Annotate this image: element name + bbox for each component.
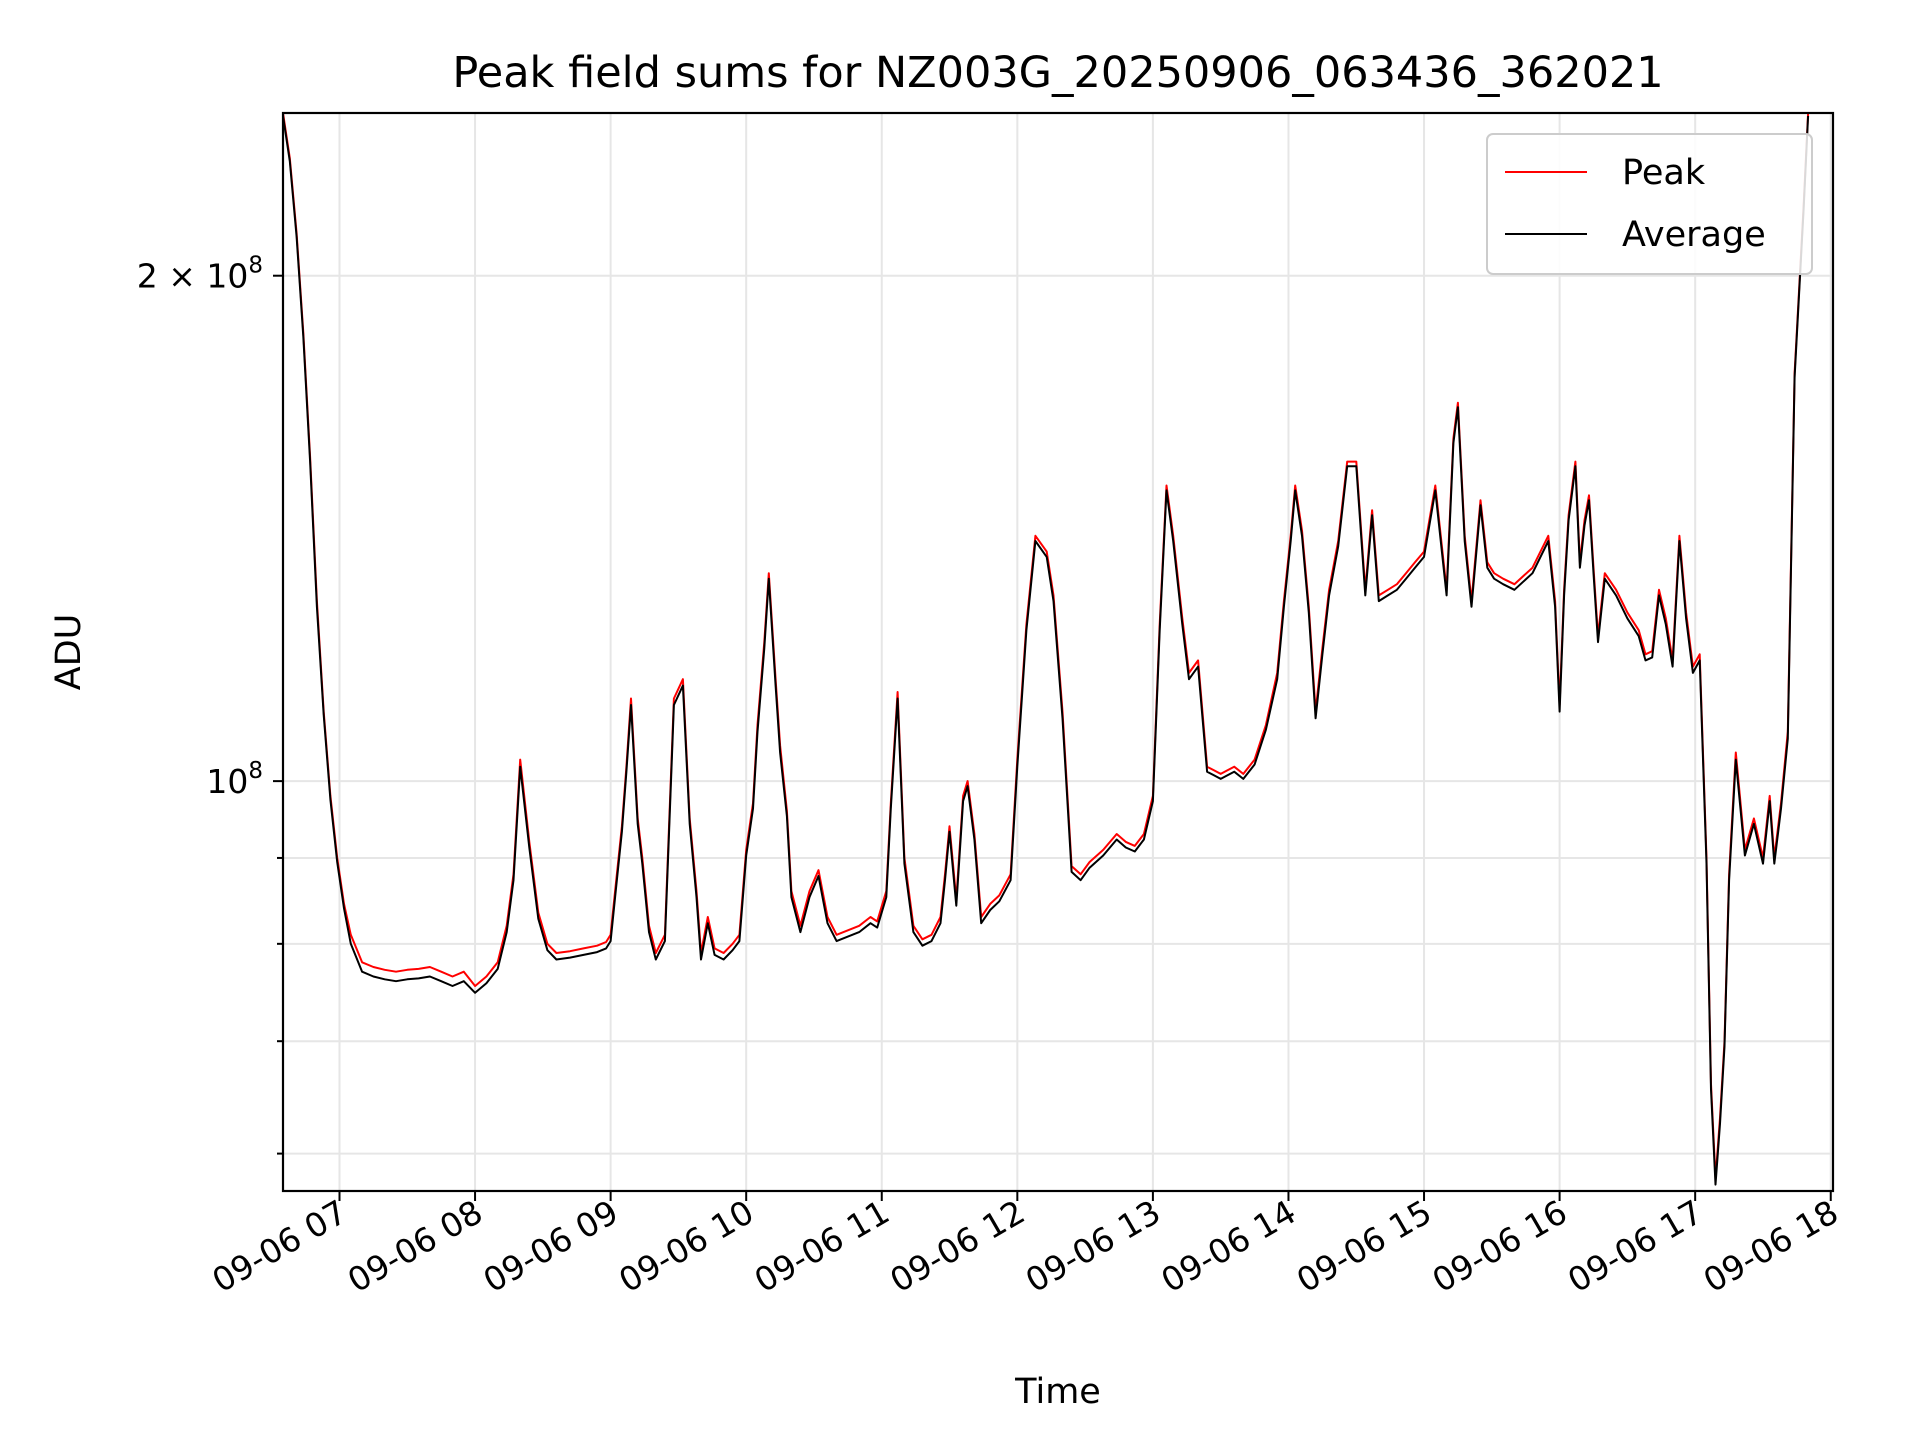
legend-label-peak: Peak — [1622, 153, 1706, 193]
x-tick-label: 09-06 15 — [1290, 1192, 1438, 1300]
grid-layer — [283, 113, 1833, 1191]
x-tick-label: 09-06 13 — [1019, 1192, 1167, 1300]
x-tick-label: 09-06 14 — [1154, 1192, 1302, 1300]
plot-frame — [281, 111, 1835, 1193]
x-tick-label: 09-06 07 — [205, 1192, 353, 1300]
chart-title: Peak field sums for NZ003G_20250906_0634… — [452, 48, 1663, 98]
legend-label-average: Average — [1622, 215, 1766, 255]
series-line-average — [282, 115, 1810, 1186]
legend-box — [1486, 133, 1813, 275]
legend: Peak Average — [1486, 133, 1813, 275]
x-tick-label: 09-06 18 — [1697, 1192, 1845, 1300]
x-tick-label: 09-06 16 — [1426, 1192, 1574, 1300]
y-axis-label: ADU — [49, 614, 89, 691]
y-tick-label: 2 × 108 — [137, 253, 263, 296]
x-tick-label: 09-06 09 — [477, 1192, 625, 1300]
y-tick-label: 108 — [206, 758, 263, 801]
x-tick-label: 09-06 12 — [883, 1192, 1031, 1300]
x-axis-label: Time — [1014, 1372, 1101, 1412]
x-tick-label: 09-06 11 — [748, 1192, 896, 1300]
x-tick-label: 09-06 08 — [341, 1192, 489, 1300]
x-tick-label: 09-06 10 — [612, 1192, 760, 1300]
x-tick-label: 09-06 17 — [1561, 1192, 1709, 1300]
